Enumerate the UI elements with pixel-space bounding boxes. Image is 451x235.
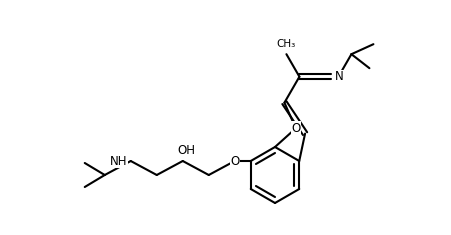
Text: NH: NH <box>110 154 128 168</box>
Text: O: O <box>230 154 239 168</box>
Text: O: O <box>290 122 300 135</box>
Text: CH₃: CH₃ <box>276 39 295 49</box>
Text: OH: OH <box>177 144 195 157</box>
Text: N: N <box>334 70 342 83</box>
